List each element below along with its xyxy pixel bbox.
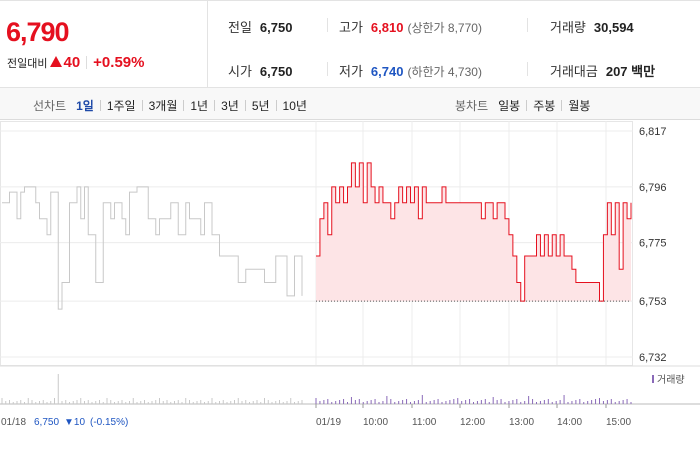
up-triangle-icon xyxy=(50,56,63,67)
price-box: 6,790 전일대비 40 +0.59% xyxy=(0,1,208,88)
x-tick-label: 15:00 xyxy=(606,417,631,428)
divider xyxy=(527,18,528,32)
x-tick-label: 01/19 xyxy=(316,417,341,428)
y-tick-label: 6,796 xyxy=(639,182,667,194)
period-tab-3[interactable]: 1년 xyxy=(190,99,209,113)
divider xyxy=(214,100,216,111)
y-tick-label: 6,817 xyxy=(639,126,667,138)
x-tick-label: 01/18 xyxy=(1,417,26,428)
period-tab-4[interactable]: 3년 xyxy=(221,99,239,113)
current-price: 6,790 xyxy=(6,17,70,47)
divider xyxy=(86,56,88,69)
prev-day-close: 6,750 xyxy=(34,417,59,428)
prev-day-change: ▼10 xyxy=(64,417,85,428)
divider xyxy=(244,100,246,111)
change-percent: +0.59% xyxy=(93,54,145,71)
y-tick-label: 6,775 xyxy=(639,238,667,250)
x-tick-label: 11:00 xyxy=(412,417,437,428)
stat-open: 시가 6,750 xyxy=(228,64,293,79)
price-chart-svg: 6,817 6,796 6,775 6,753 6,732 거래량 01/19 10:00 11… xyxy=(0,121,700,428)
chart-toolbar: 선차트 1일 1주일 3개월 1년 3년 5년 10년 봉차트 일봉 주봉 월봉 xyxy=(0,88,700,120)
divider xyxy=(183,100,185,111)
stat-low: 저가 6,740 (하한가 4,730) xyxy=(339,64,482,79)
divider xyxy=(275,100,277,111)
candle-chart-periods: 봉차트 일봉 주봉 월봉 xyxy=(455,97,590,114)
divider xyxy=(327,62,328,76)
y-tick-label: 6,732 xyxy=(639,352,667,364)
stat-prev-close: 전일 6,750 xyxy=(228,20,293,35)
change-label: 전일대비 xyxy=(7,57,48,70)
x-tick-label: 14:00 xyxy=(557,417,582,428)
x-tick-label: 10:00 xyxy=(363,417,388,428)
candle-chart-title: 봉차트 xyxy=(455,99,489,113)
divider xyxy=(561,100,563,111)
line-chart-title: 선차트 xyxy=(33,99,67,113)
candle-tab-2[interactable]: 월봉 xyxy=(568,99,591,113)
line-chart-periods: 선차트 1일 1주일 3개월 1년 3년 5년 10년 xyxy=(33,97,307,114)
quote-stats: 전일 6,750 고가 6,810 (상한가 8,770) 거래량 30,594… xyxy=(209,1,700,88)
quote-panel: 6,790 전일대비 40 +0.59% 전일 6,750 고가 6,810 (… xyxy=(0,0,700,88)
candle-tab-0[interactable]: 일봉 xyxy=(498,99,521,113)
change-row: 전일대비 40 +0.59% xyxy=(7,54,144,71)
change-value: 40 xyxy=(63,54,81,71)
divider xyxy=(527,62,528,76)
divider xyxy=(99,100,101,111)
period-tab-1[interactable]: 1주일 xyxy=(106,99,136,113)
divider xyxy=(526,100,528,111)
y-tick-label: 6,753 xyxy=(639,296,667,308)
divider xyxy=(327,18,328,32)
x-tick-label: 13:00 xyxy=(509,417,534,428)
divider xyxy=(141,100,143,111)
series-previous-day xyxy=(2,186,303,310)
period-tab-2[interactable]: 3개월 xyxy=(148,99,178,113)
stat-volume: 거래량 30,594 xyxy=(550,20,634,35)
period-tab-0[interactable]: 1일 xyxy=(76,99,94,113)
candle-tab-1[interactable]: 주봉 xyxy=(533,99,556,113)
period-tab-6[interactable]: 10년 xyxy=(282,99,307,113)
price-chart: 6,817 6,796 6,775 6,753 6,732 거래량 01/19 10:00 11… xyxy=(0,121,700,450)
period-tab-5[interactable]: 5년 xyxy=(251,99,270,113)
series-today-fill xyxy=(316,162,631,302)
stat-amount: 거래대금 207 백만 xyxy=(550,64,656,79)
volume-legend: 거래량 xyxy=(657,374,685,386)
prev-day-change-pct: (-0.15%) xyxy=(90,417,128,428)
x-tick-label: 12:00 xyxy=(460,417,485,428)
volume-legend-swatch xyxy=(652,375,654,383)
series-today xyxy=(316,162,632,302)
stat-high: 고가 6,810 (상한가 8,770) xyxy=(339,20,482,35)
